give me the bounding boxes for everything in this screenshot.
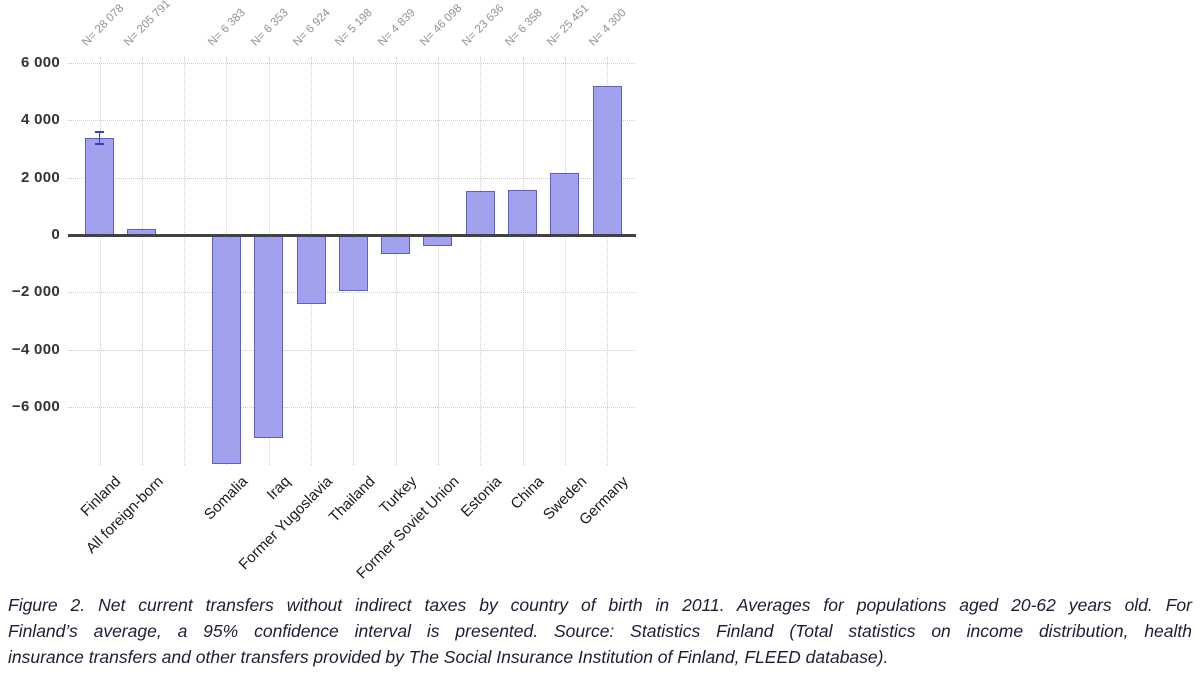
grid-line-vertical [522, 57, 524, 465]
grid-line-vertical [141, 57, 143, 465]
grid-line-horizontal [68, 177, 636, 179]
error-bar-cap-bottom [95, 142, 104, 145]
figure-caption: Figure 2. Net current transfers without … [8, 592, 1192, 670]
bar-estonia [465, 191, 495, 236]
bar-thailand [338, 235, 368, 291]
grid-line-vertical [480, 57, 482, 465]
n-count-label: N= 5 198 [333, 6, 376, 49]
category-label: Thailand [325, 473, 379, 526]
bar-sweden [550, 173, 580, 236]
y-tick-label: 4 000 [20, 111, 60, 129]
y-tick-label: −6 000 [11, 398, 60, 416]
n-count-label: N= 205 791 [121, 0, 173, 49]
n-count-label: N= 25 451 [544, 2, 592, 49]
category-label: China [507, 473, 548, 513]
y-tick-label: 2 000 [20, 168, 60, 186]
bar-finland [85, 138, 114, 236]
grid-line-horizontal [68, 349, 636, 351]
grid-line-horizontal [68, 120, 636, 122]
grid-line-horizontal [68, 292, 636, 294]
n-count-label: N= 6 924 [291, 6, 333, 49]
caption-line-1: Figure 2. Net current transfers without … [8, 595, 1192, 615]
category-label: Somalia [201, 473, 252, 524]
grid-line-vertical [184, 57, 186, 465]
bar-germany [592, 86, 622, 236]
bar-iraq [254, 235, 284, 439]
bar-somalia [211, 235, 241, 465]
n-count-label: N= 46 098 [417, 2, 465, 49]
caption-line-3: insurance transfers and other transfers … [8, 647, 889, 667]
n-count-label: N= 6 353 [248, 6, 291, 49]
bar-turkey [381, 235, 411, 255]
bar-china [508, 190, 537, 236]
grid-line-horizontal [68, 62, 636, 64]
n-count-label: N= 6 383 [206, 6, 249, 49]
category-label: All foreign-born [82, 473, 167, 557]
caption-line-2: Finland’s average, a 95% confidence inte… [8, 621, 1192, 641]
grid-line-vertical [607, 57, 609, 465]
category-label: Estonia [457, 473, 506, 521]
grid-line-vertical [99, 57, 101, 465]
y-tick-label: −4 000 [11, 340, 60, 358]
zero-axis-line [68, 234, 636, 237]
bar-former-yugoslavia [296, 235, 326, 305]
n-count-label: N= 23 636 [460, 2, 507, 49]
bar-chart-net-transfers: 6 000 4 000 2 000 0 −2 000 −4 000 −6 000 N= 28 … [11, 0, 636, 582]
y-tick-label: 0 [51, 226, 60, 243]
grid-line-vertical [437, 57, 439, 465]
category-label: Iraq [263, 473, 294, 504]
y-tick-label: −2 000 [11, 283, 60, 301]
y-tick-label: 6 000 [20, 53, 60, 71]
n-count-label: N= 28 078 [79, 2, 126, 49]
grid-line-vertical [564, 57, 566, 465]
error-bar-line [98, 132, 101, 144]
n-count-label: N= 4 839 [375, 6, 418, 49]
grid-line-vertical [395, 57, 397, 465]
error-bar-cap-top [95, 131, 104, 134]
grid-line-horizontal [68, 407, 636, 409]
